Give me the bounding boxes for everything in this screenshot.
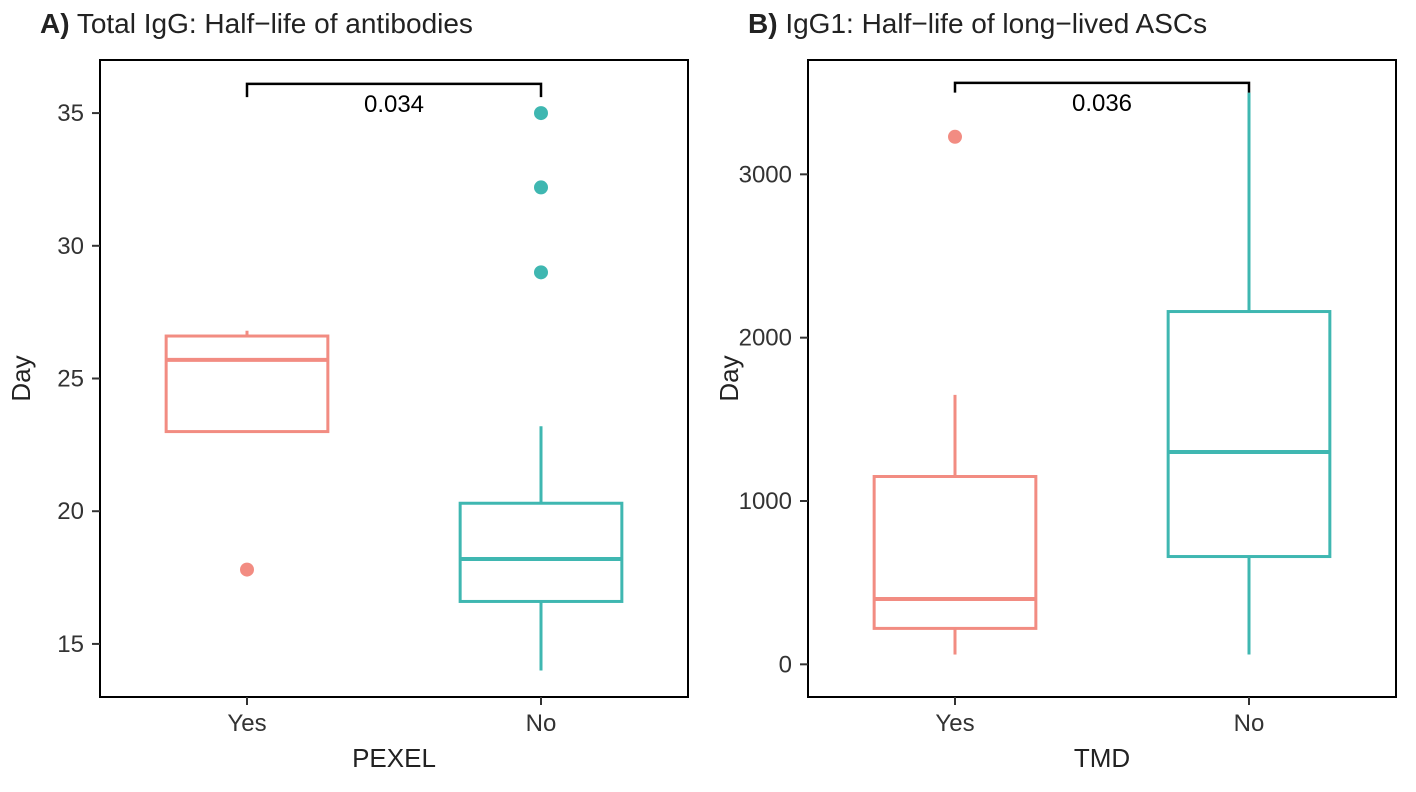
outlier-point [240, 563, 254, 577]
y-tick-label: 3000 [739, 161, 792, 188]
y-tick-label: 0 [779, 651, 792, 678]
x-axis-title: PEXEL [352, 743, 436, 773]
panel-svg: 0 1000 2000 3000 Day Yes No TMD 0.036 [708, 0, 1416, 792]
significance-label: 0.036 [1072, 90, 1132, 117]
panel-title-text: IgG1: Half−life of long−lived ASCs [778, 8, 1208, 39]
x-tick-label: No [526, 710, 557, 737]
y-tick-label: 20 [57, 498, 84, 525]
x-tick-label: Yes [935, 710, 974, 737]
significance-label: 0.034 [364, 91, 424, 118]
y-tick-label: 25 [57, 366, 84, 393]
y-tick-label: 35 [57, 100, 84, 127]
box [166, 336, 328, 432]
y-tick-label: 1000 [739, 488, 792, 515]
x-tick-label: Yes [227, 710, 266, 737]
outlier-point [948, 130, 962, 144]
y-tick-label: 30 [57, 233, 84, 260]
y-tick-label: 15 [57, 631, 84, 658]
panel-title: B) IgG1: Half−life of long−lived ASCs [748, 8, 1207, 40]
panel-svg: 15 20 25 30 35 Day Yes No PEXEL 0.034 [0, 0, 708, 792]
panel-letter: B) [748, 8, 778, 39]
outlier-point [534, 265, 548, 279]
y-tick-label: 2000 [739, 325, 792, 352]
figure-container: A) Total IgG: Half−life of antibodies 15 2… [0, 0, 1416, 792]
panel-b: B) IgG1: Half−life of long−lived ASCs 0 10… [708, 0, 1416, 792]
box [1168, 312, 1330, 557]
panel-title: A) Total IgG: Half−life of antibodies [40, 8, 473, 40]
x-axis-title: TMD [1074, 743, 1130, 773]
outlier-point [534, 106, 548, 120]
x-tick-label: No [1234, 710, 1265, 737]
panel-title-text: Total IgG: Half−life of antibodies [70, 8, 473, 39]
panel-letter: A) [40, 8, 70, 39]
y-axis-title: Day [6, 355, 36, 401]
box [874, 477, 1036, 629]
plot-border [808, 60, 1396, 697]
box [460, 503, 622, 601]
y-axis-title: Day [714, 355, 744, 401]
outlier-point [534, 180, 548, 194]
panel-a: A) Total IgG: Half−life of antibodies 15 2… [0, 0, 708, 792]
